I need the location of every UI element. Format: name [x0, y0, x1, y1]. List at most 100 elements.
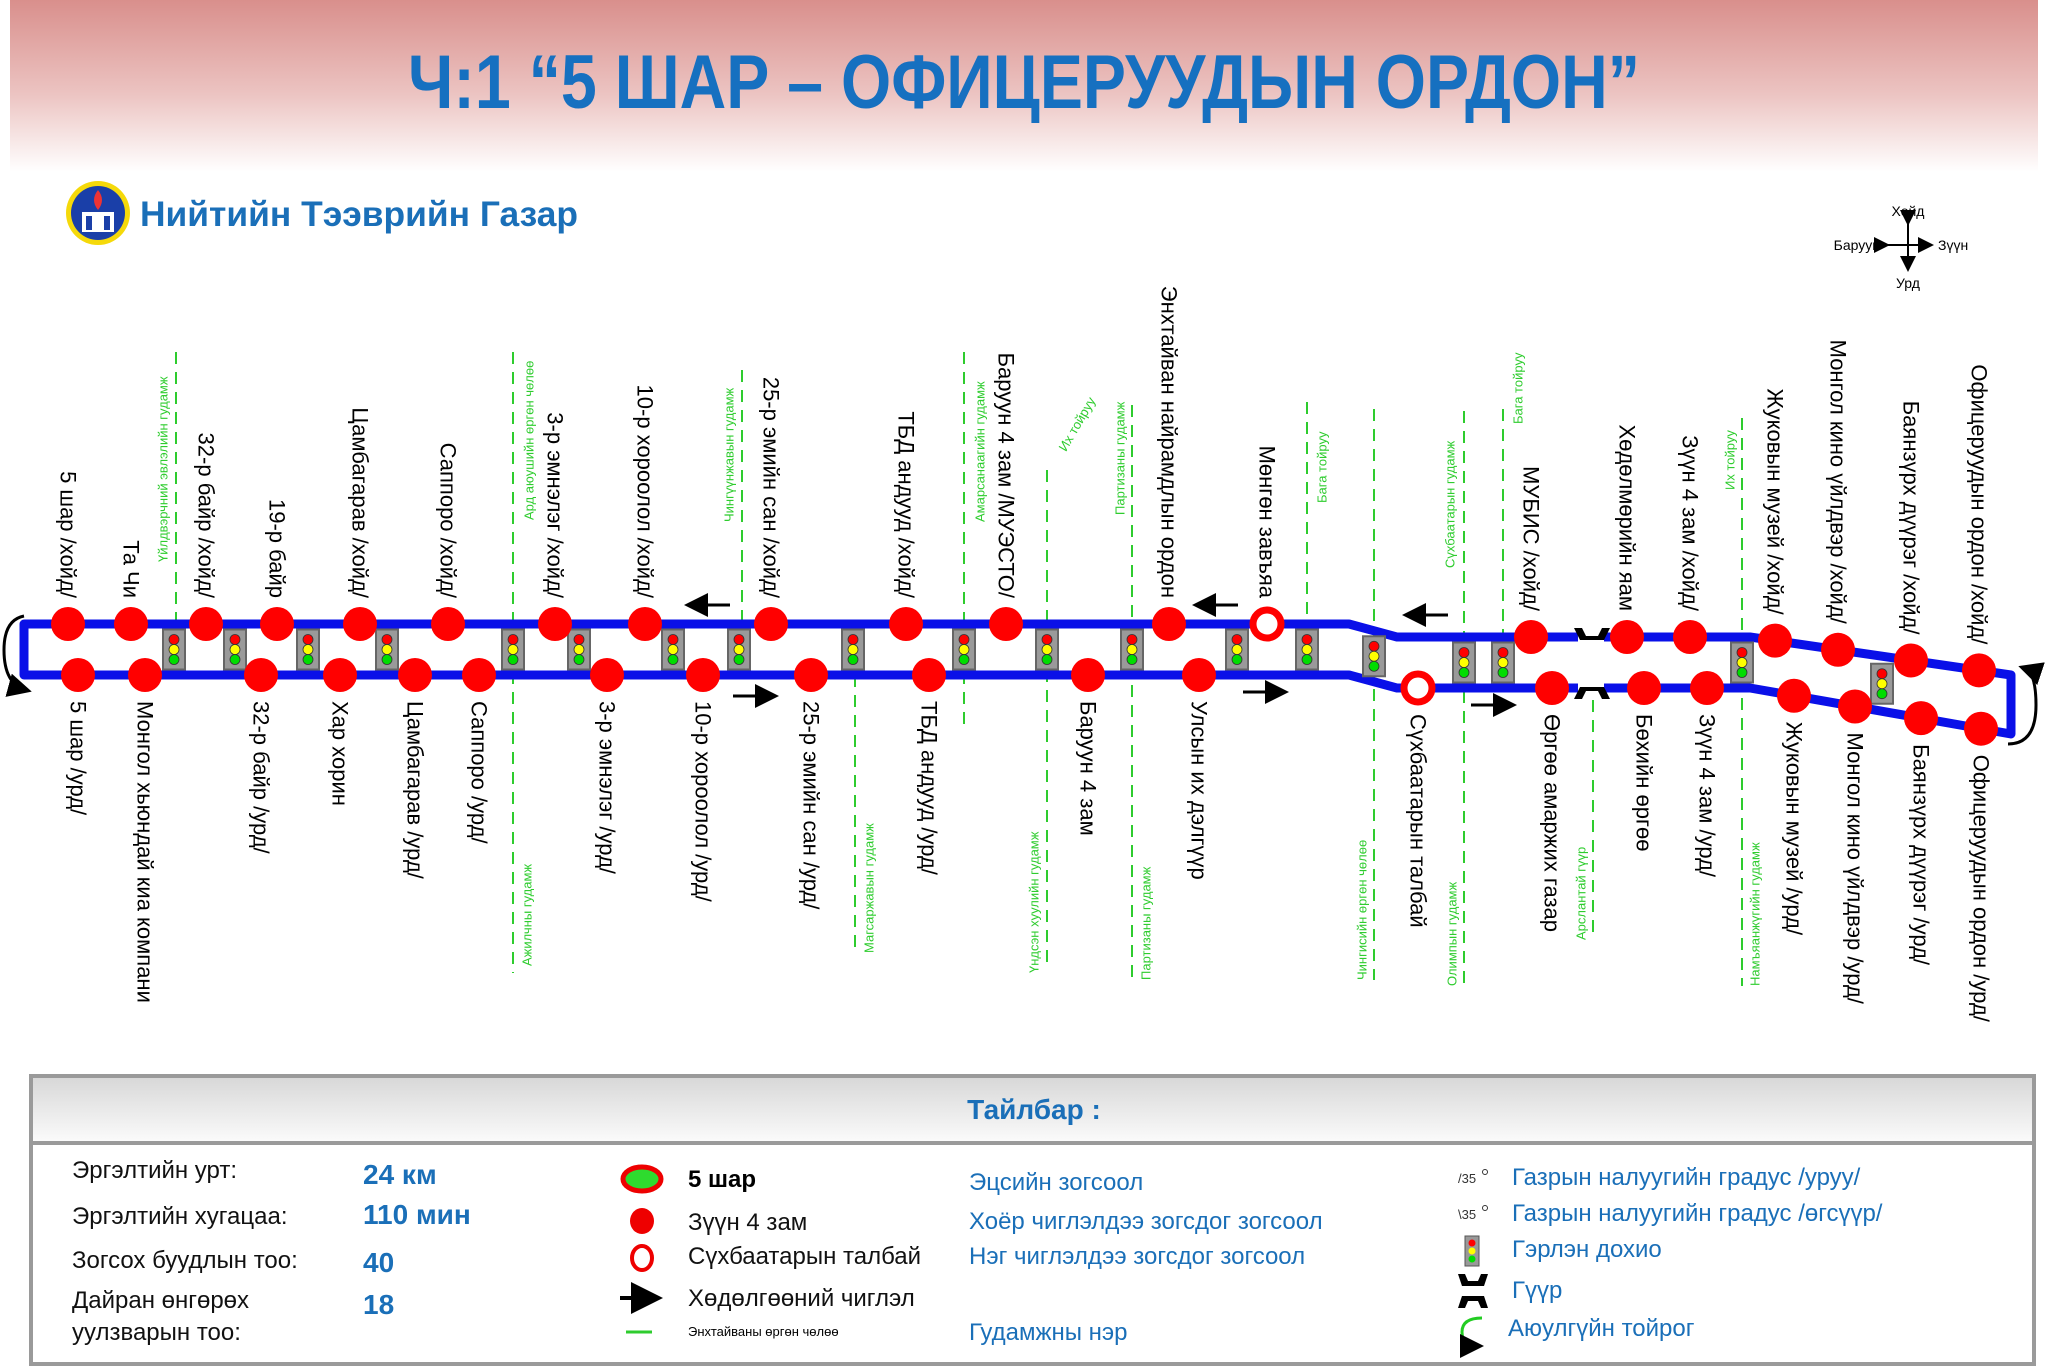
stop-label-north: 19-р байр — [265, 499, 290, 598]
stop-marker[interactable] — [590, 658, 624, 692]
stop-label-south: 25-р эмийн сан /урд/ — [799, 701, 824, 910]
stop-marker[interactable] — [1535, 671, 1569, 705]
stop-marker[interactable] — [114, 607, 148, 641]
stop-marker[interactable] — [462, 658, 496, 692]
stop-label-south: Сүхбаатарын талбай — [1406, 714, 1431, 928]
stat-value: 18 — [363, 1289, 394, 1320]
stop-marker[interactable] — [1627, 671, 1661, 705]
street-name-label: Магсаржавын гудамж — [862, 823, 877, 953]
stop-label-south: ТБД андууд /урд/ — [917, 701, 942, 876]
stop-marker[interactable] — [889, 607, 923, 641]
legend-extra-label: Гүүр — [1512, 1277, 1562, 1304]
stop-marker[interactable] — [1182, 658, 1216, 692]
traffic-light-icon — [727, 628, 751, 671]
stop-label-south: Баруун 4 зам — [1076, 701, 1101, 836]
stop-label-north: Монгол кино үйлдвэр /хойд/ — [1826, 340, 1851, 625]
one-way-stop-icon[interactable] — [1249, 606, 1285, 642]
street-name-label: Үйлдвэрчний эвлэлийн гудамж — [156, 376, 171, 562]
stop-label-north: 25-р эмийн сан /хойд/ — [759, 377, 784, 599]
traffic-light-icon — [1362, 635, 1386, 678]
loop-arrow-left-icon — [2, 614, 32, 697]
stop-marker[interactable] — [189, 607, 223, 641]
bidirectional-stop-icon — [630, 1208, 654, 1234]
legend-meaning: Эцсийн зогсоол — [969, 1169, 1143, 1196]
stop-label-north: Саппоро /хойд/ — [436, 443, 461, 599]
stop-marker[interactable] — [1610, 620, 1644, 654]
legend-extra-label: Газрын налуугийн градус /өгсүүр/ — [1512, 1200, 1883, 1227]
stop-label-south: Улсын их дэлгүүр — [1187, 701, 1212, 880]
stop-label-north: МУБИС /хойд/ — [1519, 466, 1544, 612]
stop-label-south: 32-р байр /урд/ — [249, 701, 274, 855]
one-way-stop-icon[interactable] — [1400, 670, 1436, 706]
stop-label-south: Монгол кино үйлдвэр /урд/ — [1843, 733, 1868, 1005]
stop-marker[interactable] — [686, 658, 720, 692]
stop-marker[interactable] — [1962, 653, 1996, 688]
stop-marker[interactable] — [51, 607, 85, 641]
traffic-light-icon — [567, 628, 591, 671]
loop-arrow-right-icon — [2007, 662, 2045, 746]
compass-west: Баруун — [1834, 237, 1880, 253]
stop-label-south: Жуковын музей /урд/ — [1782, 722, 1807, 936]
degree-sign — [1482, 1169, 1488, 1175]
street-name-label: Чингисийн өргөн чөлөө — [1355, 840, 1370, 980]
stop-marker[interactable] — [61, 658, 95, 692]
street-name-label: Чингүүнжавын гудамж — [722, 387, 737, 522]
bridge-icon — [1458, 1274, 1488, 1308]
stop-label-south: 5 шар /урд/ — [66, 701, 91, 816]
organization-logo — [66, 181, 130, 245]
stop-label-north: ТБД андууд /хойд/ — [894, 411, 919, 599]
traffic-light-icon — [375, 628, 399, 671]
stat-value: 40 — [363, 1247, 394, 1278]
traffic-light-icon — [841, 628, 865, 671]
legend-meaning: Гудамжны нэр — [969, 1319, 1128, 1346]
stop-marker[interactable] — [1894, 643, 1928, 678]
stop-marker[interactable] — [1964, 711, 1998, 746]
stop-marker[interactable] — [628, 607, 662, 641]
traffic-light-icon — [162, 628, 186, 671]
stop-marker[interactable] — [1777, 678, 1811, 713]
stop-marker[interactable] — [260, 607, 294, 641]
stop-marker[interactable] — [1758, 623, 1792, 658]
stop-marker[interactable] — [398, 658, 432, 692]
street-name-label: Ажилчны гудамж — [520, 864, 535, 966]
stop-label-north: Баруун 4 зам /МУЭСТО/ — [994, 353, 1019, 599]
traffic-light-icon — [1295, 628, 1319, 671]
stop-marker[interactable] — [343, 607, 377, 641]
stop-marker[interactable] — [1838, 689, 1872, 724]
street-name-label: Партизаны гудамж — [1139, 866, 1154, 980]
stop-marker[interactable] — [754, 607, 788, 641]
legend-symbol-label: Энхтайваны өргөн чөлөө — [688, 1324, 839, 1339]
traffic-light-icon — [1464, 1235, 1480, 1267]
stop-marker[interactable] — [538, 607, 572, 641]
stat-label: Эргэлтийн урт: — [72, 1157, 237, 1184]
traffic-light-icon — [1120, 628, 1144, 671]
stop-marker[interactable] — [1690, 671, 1724, 705]
stop-marker[interactable] — [1904, 701, 1938, 736]
stop-marker[interactable] — [431, 607, 465, 641]
stop-label-north: Офицеруудын ордон /хойд/ — [1967, 364, 1992, 645]
stop-marker[interactable] — [1152, 607, 1186, 641]
stop-label-north: Цамбагарав /хойд/ — [348, 407, 373, 598]
traffic-light-icon — [1870, 662, 1894, 705]
stop-marker[interactable] — [128, 658, 162, 692]
stops: 5 шар /хойд/Та Чи 32-р байр /хойд/19-р ба… — [51, 286, 1998, 1023]
street-name-label: Үндсэн хуулийн гудамж — [1027, 831, 1042, 973]
stop-marker[interactable] — [989, 607, 1023, 641]
stop-marker[interactable] — [1673, 620, 1707, 654]
stop-marker[interactable] — [1821, 632, 1855, 667]
street-name-label: Партизаны гудамж — [1113, 401, 1128, 515]
legend-symbol-label: Зүүн 4 зам — [688, 1209, 807, 1236]
stop-marker[interactable] — [1514, 620, 1548, 654]
stop-marker[interactable] — [1071, 658, 1105, 692]
stop-marker[interactable] — [912, 658, 946, 692]
stop-label-south: 10-р хороолол /урд/ — [691, 701, 716, 903]
traffic-light-icon — [1730, 641, 1754, 684]
stop-marker[interactable] — [244, 658, 278, 692]
traffic-light-icon — [1035, 628, 1059, 671]
stat-label: Зогсох буудлын тоо: — [72, 1247, 298, 1274]
legend-symbol-label: Хөдөлгөөний чиглэл — [688, 1285, 915, 1312]
stop-marker[interactable] — [794, 658, 828, 692]
stop-marker[interactable] — [323, 658, 357, 692]
traffic-light-icon — [1225, 628, 1249, 671]
